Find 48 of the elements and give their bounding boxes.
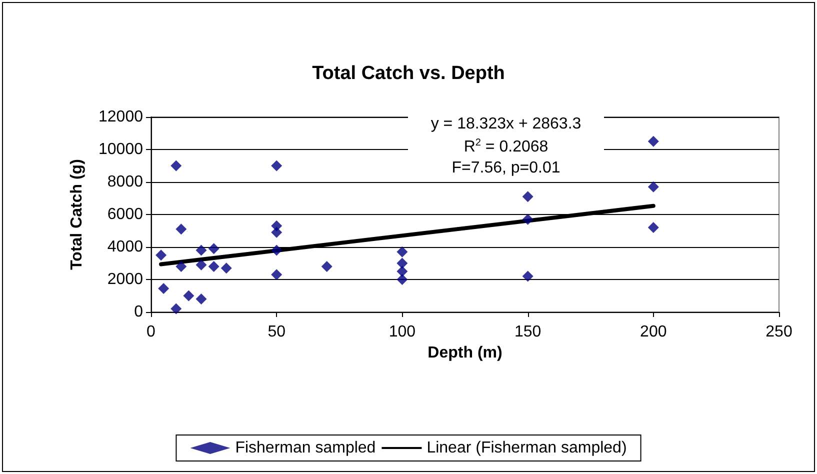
point xyxy=(220,262,232,274)
point xyxy=(170,303,182,314)
chart-title: Total Catch vs. Depth xyxy=(312,63,505,84)
legend-label: Linear (Fisherman sampled) xyxy=(426,440,627,456)
point xyxy=(321,261,332,272)
point xyxy=(271,244,282,256)
point xyxy=(196,294,207,304)
point xyxy=(522,214,534,225)
point xyxy=(648,136,659,147)
point xyxy=(648,222,659,233)
x-tick-label: 200 xyxy=(640,324,667,340)
x-tick-label: 100 xyxy=(388,324,416,340)
point xyxy=(396,266,408,277)
y-axis-title: Total Catch (g) xyxy=(68,159,86,270)
point xyxy=(176,261,187,272)
y-tick-label: 6000 xyxy=(107,206,144,223)
point xyxy=(156,250,167,261)
y-tick-label: 0 xyxy=(134,304,144,320)
y-tick-label: 4000 xyxy=(107,238,144,256)
point xyxy=(648,181,659,192)
point xyxy=(196,244,207,256)
point xyxy=(208,261,220,272)
point xyxy=(522,270,534,282)
point xyxy=(396,274,408,285)
point xyxy=(170,160,182,172)
point xyxy=(396,258,408,269)
y-tick-label: 2000 xyxy=(107,271,144,288)
x-tick-label: 0 xyxy=(146,324,156,340)
legend-label: Fisherman sampled xyxy=(235,440,376,456)
point xyxy=(271,226,282,238)
point xyxy=(158,282,170,294)
x-tick-label: 150 xyxy=(514,324,542,340)
y-tick-label: 12000 xyxy=(98,108,144,126)
x-axis-title: Depth (m) xyxy=(428,344,502,362)
annotation: y = 18.323x + 2863.3 xyxy=(430,116,582,132)
y-tick-label: 8000 xyxy=(107,174,144,190)
point xyxy=(271,269,282,280)
point xyxy=(396,246,408,258)
point xyxy=(208,243,220,254)
point xyxy=(176,224,187,235)
x-tick-label: 250 xyxy=(766,324,792,340)
point xyxy=(196,259,207,270)
x-tick-label: 50 xyxy=(268,324,286,340)
point xyxy=(183,290,194,302)
point xyxy=(522,191,534,202)
point xyxy=(271,160,282,172)
y-tick-label: 10000 xyxy=(98,141,144,158)
annotation: F=7.56, p=0.01 xyxy=(452,160,560,176)
